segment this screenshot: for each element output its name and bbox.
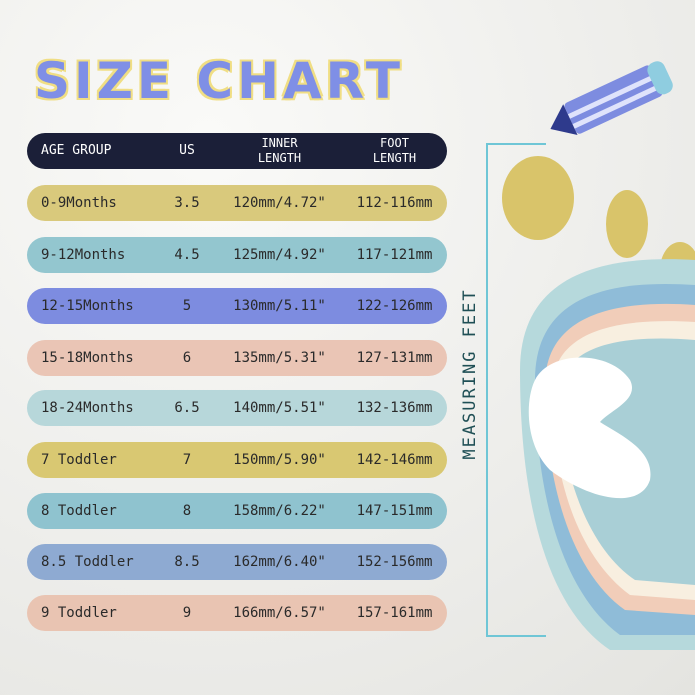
us-size-cell: 3.5 (174, 195, 200, 211)
header-inner-line2: LENGTH (257, 151, 302, 165)
foot-illustration (502, 61, 695, 650)
foot-length-cell: 122-126mm (356, 298, 433, 314)
age-group-cell: 15-18Months (41, 350, 134, 366)
inner-length-cell: 140mm/5.51" (233, 400, 326, 416)
measuring-ruler (486, 143, 546, 637)
inner-length-cell: 162mm/6.40" (233, 554, 326, 570)
foot-length-cell: 152-156mm (356, 554, 433, 570)
table-header: AGE GROUP US INNER LENGTH FOOT LENGTH (27, 133, 447, 169)
table-row: 9-12Months 4.5 125mm/4.92" 117-121mm (27, 237, 447, 273)
table-row: 9 Toddler 9 166mm/6.57" 157-161mm (27, 595, 447, 631)
inner-length-cell: 150mm/5.90" (233, 452, 326, 468)
table-row: 8 Toddler 8 158mm/6.22" 147-151mm (27, 493, 447, 529)
us-size-cell: 8 (182, 503, 192, 519)
header-foot-line1: FOOT (380, 136, 409, 150)
header-age-group: AGE GROUP (41, 143, 112, 158)
age-group-cell: 8 Toddler (41, 503, 117, 519)
table-row: 7 Toddler 7 150mm/5.90" 142-146mm (27, 442, 447, 478)
us-size-cell: 6.5 (174, 400, 200, 416)
foot-length-cell: 157-161mm (356, 605, 433, 621)
table-row: 18-24Months 6.5 140mm/5.51" 132-136mm (27, 390, 447, 426)
us-size-cell: 4.5 (174, 247, 200, 263)
foot-length-cell: 117-121mm (356, 247, 433, 263)
table-row: 12-15Months 5 130mm/5.11" 122-126mm (27, 288, 447, 324)
us-size-cell: 7 (182, 452, 192, 468)
header-inner-line1: INNER (261, 136, 298, 150)
foot-length-cell: 147-151mm (356, 503, 433, 519)
toe-2 (606, 190, 648, 258)
table-row: 0-9Months 3.5 120mm/4.72" 112-116mm (27, 185, 447, 221)
foot-length-cell: 142-146mm (356, 452, 433, 468)
us-size-cell: 6 (182, 350, 192, 366)
age-group-cell: 18-24Months (41, 400, 134, 416)
inner-length-cell: 135mm/5.31" (233, 350, 326, 366)
inner-length-cell: 130mm/5.11" (233, 298, 326, 314)
age-group-cell: 9 Toddler (41, 605, 117, 621)
us-size-cell: 8.5 (174, 554, 200, 570)
age-group-cell: 9-12Months (41, 247, 126, 263)
age-group-cell: 0-9Months (41, 195, 117, 211)
big-toe (502, 156, 574, 240)
inner-length-cell: 166mm/6.57" (233, 605, 326, 621)
us-size-cell: 9 (182, 605, 192, 621)
header-foot-line2: LENGTH (372, 151, 417, 165)
page-title: SIZE CHART (33, 51, 405, 111)
inner-length-cell: 125mm/4.92" (233, 247, 326, 263)
foot-length-cell: 132-136mm (356, 400, 433, 416)
inner-length-cell: 158mm/6.22" (233, 503, 326, 519)
age-group-cell: 12-15Months (41, 298, 134, 314)
measuring-feet-label: MEASURING FEET (460, 288, 480, 460)
age-group-cell: 7 Toddler (41, 452, 117, 468)
pencil-icon (550, 61, 673, 136)
foot-length-cell: 112-116mm (356, 195, 433, 211)
header-us: US (179, 143, 195, 158)
us-size-cell: 5 (182, 298, 192, 314)
table-row: 8.5 Toddler 8.5 162mm/6.40" 152-156mm (27, 544, 447, 580)
inner-length-cell: 120mm/4.72" (233, 195, 326, 211)
foot-length-cell: 127-131mm (356, 350, 433, 366)
age-group-cell: 8.5 Toddler (41, 554, 134, 570)
table-row: 15-18Months 6 135mm/5.31" 127-131mm (27, 340, 447, 376)
